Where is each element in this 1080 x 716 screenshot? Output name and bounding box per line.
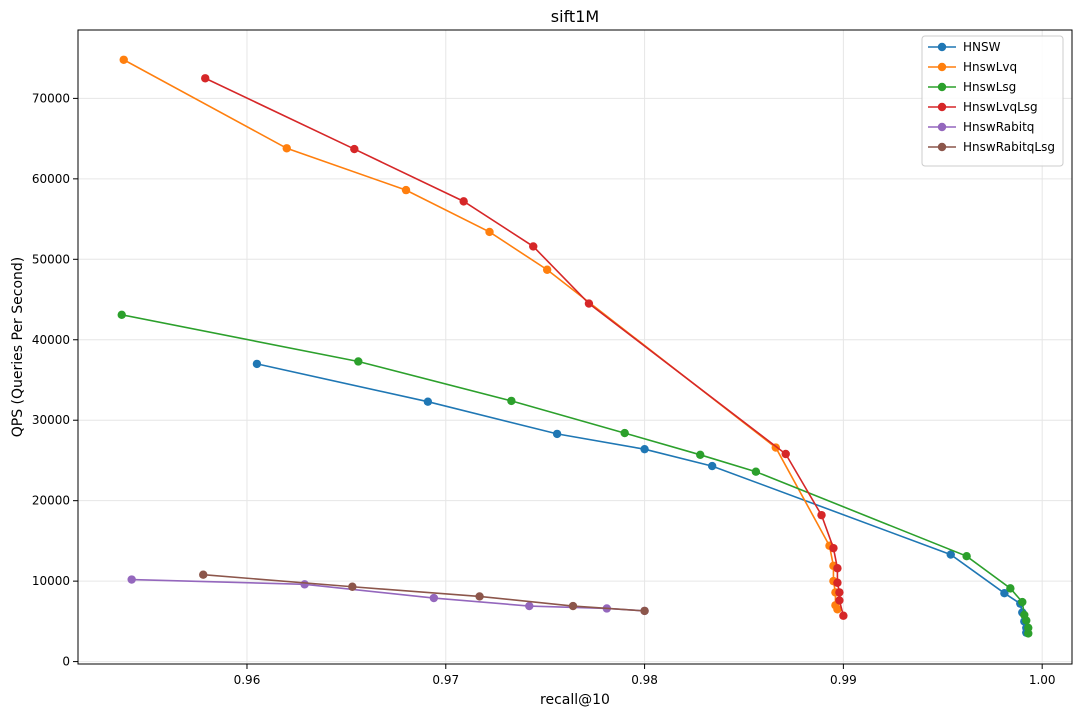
data-point: [833, 578, 842, 587]
legend-marker: [937, 82, 947, 92]
y-tick-label: 10000: [32, 574, 70, 588]
plot-area-frame: [77, 29, 1073, 665]
data-point: [829, 543, 838, 553]
series-line: [123, 59, 839, 610]
series-hnswlsg: [117, 310, 1033, 638]
data-point: [542, 265, 552, 274]
data-point: [839, 611, 848, 620]
data-point: [817, 510, 826, 520]
data-point: [781, 449, 790, 459]
data-point: [117, 310, 126, 320]
data-point: [401, 185, 411, 195]
series-hnswrabitqlsg: [199, 570, 649, 616]
grid: [78, 30, 1072, 664]
legend-marker: [937, 62, 947, 72]
data-point: [348, 582, 357, 591]
data-point: [568, 601, 578, 611]
x-tick-label: 0.99: [830, 673, 857, 687]
data-point: [429, 593, 439, 603]
series-layer: [117, 55, 1033, 638]
legend-box: [921, 35, 1064, 167]
data-point: [199, 570, 208, 579]
data-point: [119, 55, 128, 64]
data-point: [354, 357, 363, 366]
data-point: [640, 606, 649, 616]
data-point: [620, 428, 629, 438]
y-tick-label: 70000: [32, 91, 70, 105]
data-point: [962, 551, 971, 561]
legend-marker: [937, 142, 947, 152]
y-axis: 0 10000 20000 30000 40000 50000 60000 70000: [32, 91, 78, 669]
data-point: [833, 605, 842, 614]
data-point: [1006, 584, 1015, 593]
data-point: [640, 444, 649, 454]
y-tick-label: 20000: [32, 494, 70, 508]
data-point: [584, 299, 594, 308]
legend-label: HNSW: [963, 40, 1001, 54]
legend-label: HnswLvqLsg: [963, 100, 1038, 114]
y-tick-label: 50000: [32, 252, 70, 266]
x-tick-label: 0.96: [234, 673, 261, 687]
x-axis: 0.96 0.97 0.98 0.99 1.00: [234, 664, 1056, 687]
series-hnsw: [252, 359, 1031, 637]
data-point: [833, 564, 842, 573]
data-point: [552, 429, 562, 439]
data-point: [696, 450, 705, 460]
x-tick-label: 0.98: [631, 673, 658, 687]
y-tick-label: 30000: [32, 413, 70, 427]
data-point: [707, 461, 717, 471]
y-tick-label: 60000: [32, 172, 70, 186]
data-point: [1022, 616, 1031, 625]
legend-item: HnswLvqLsg: [928, 100, 1038, 114]
data-point: [282, 144, 291, 153]
data-point: [946, 550, 955, 559]
data-point: [835, 596, 844, 605]
data-point: [751, 467, 761, 476]
series-line: [203, 573, 645, 612]
data-point: [459, 197, 468, 206]
data-point: [300, 580, 309, 589]
series-line: [204, 77, 845, 616]
data-point: [1018, 597, 1027, 607]
data-point: [525, 601, 534, 611]
data-point: [252, 359, 262, 369]
legend-item: HnswLsg: [928, 80, 1016, 94]
data-point: [485, 227, 494, 237]
data-point: [475, 592, 484, 601]
y-tick-label: 0: [62, 655, 70, 669]
legend-marker: [937, 102, 947, 112]
y-tick-label: 40000: [32, 333, 70, 347]
data-point: [507, 396, 516, 406]
data-point: [1000, 588, 1009, 598]
legend-label: HnswRabitq: [963, 120, 1034, 134]
series-hnswlvqlsg: [201, 74, 848, 620]
legend-item: HnswRabitqLsg: [928, 140, 1055, 154]
data-point: [1024, 629, 1033, 638]
data-point: [201, 74, 210, 83]
legend-label: HnswLvq: [963, 60, 1017, 74]
data-point: [529, 242, 538, 251]
legend-item: HnswLvq: [928, 60, 1017, 74]
data-point: [835, 588, 844, 597]
x-tick-label: 1.00: [1029, 673, 1056, 687]
legend: HNSW HnswLvq HnswLsg HnswLvqLsg HnswRabitq Hn…: [921, 35, 1064, 167]
x-axis-title: recall@10: [540, 692, 610, 708]
legend-item: HNSW: [928, 40, 1001, 54]
legend-marker: [937, 122, 947, 132]
y-axis-title: QPS (Queries Per Second): [10, 257, 26, 438]
legend-item: HnswRabitq: [928, 120, 1034, 134]
chart-title: sift1M: [551, 7, 599, 26]
series-hnswlvq: [119, 55, 842, 614]
legend-label: HnswLsg: [963, 80, 1016, 94]
legend-marker: [937, 42, 947, 52]
data-point: [127, 575, 136, 584]
data-point: [350, 144, 359, 154]
x-tick-label: 0.97: [432, 673, 459, 687]
data-point: [423, 397, 433, 406]
legend-label: HnswRabitqLsg: [963, 140, 1055, 154]
